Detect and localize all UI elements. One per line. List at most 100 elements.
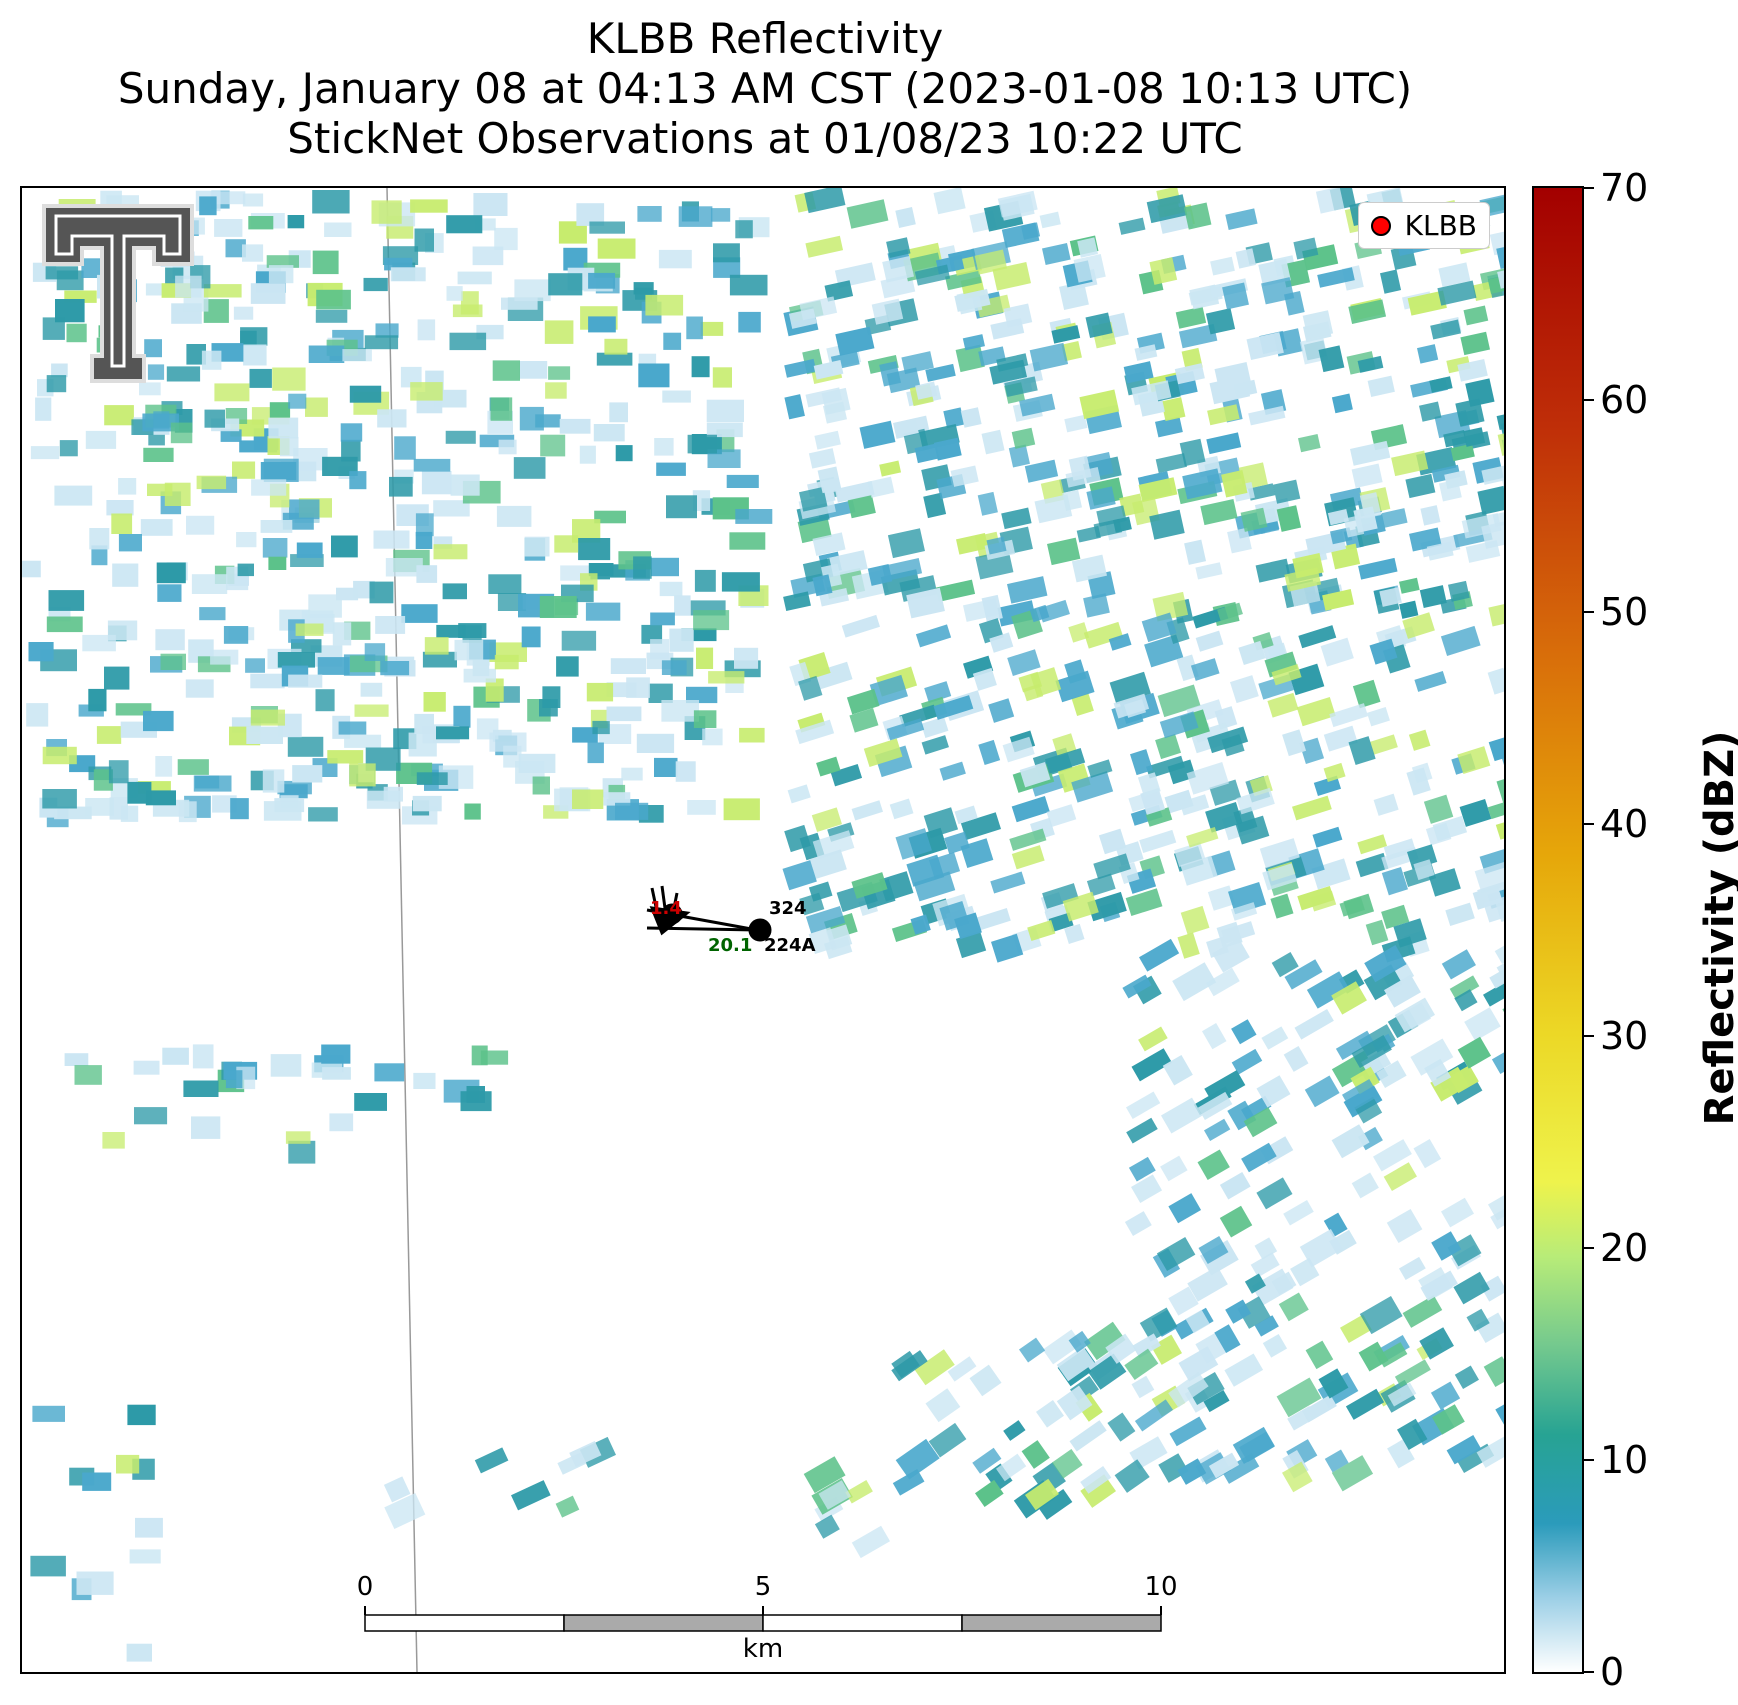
- reflectivity-cell: [524, 536, 550, 557]
- reflectivity-cell: [981, 429, 1005, 455]
- reflectivity-cell: [1132, 1333, 1161, 1358]
- reflectivity-cell: [195, 775, 220, 789]
- reflectivity-cell: [1387, 1439, 1415, 1469]
- reflectivity-cell: [1254, 1315, 1279, 1337]
- reflectivity-cell: [317, 657, 350, 675]
- scale-tick-5: 5: [754, 1572, 772, 1602]
- reflectivity-cell: [1426, 541, 1454, 561]
- reflectivity-cells: [22, 188, 1504, 1662]
- reflectivity-cell: [42, 746, 77, 765]
- reflectivity-cell: [815, 661, 853, 690]
- reflectivity-cell: [1359, 1296, 1403, 1335]
- reflectivity-cell: [191, 1116, 221, 1139]
- reflectivity-cell: [1168, 1193, 1202, 1224]
- reflectivity-cell: [808, 927, 837, 955]
- reflectivity-cell: [1475, 1312, 1504, 1344]
- reflectivity-cell: [248, 216, 274, 230]
- reflectivity-cell: [636, 733, 675, 753]
- reflectivity-cell: [943, 407, 965, 429]
- reflectivity-cell: [371, 200, 402, 224]
- reflectivity-cell: [1358, 1341, 1389, 1372]
- reflectivity-cell: [867, 564, 893, 586]
- reflectivity-cell: [1466, 1308, 1490, 1332]
- reflectivity-cell: [157, 584, 182, 602]
- reflectivity-cell: [895, 1438, 940, 1480]
- reflectivity-cell: [277, 780, 312, 795]
- colorbar-tick-label: 70: [1600, 166, 1649, 210]
- reflectivity-cell: [996, 1453, 1027, 1482]
- reflectivity-cell: [315, 309, 348, 323]
- reflectivity-cell: [621, 767, 643, 781]
- reflectivity-cell: [1495, 819, 1504, 840]
- reflectivity-cell: [1406, 767, 1431, 796]
- reflectivity-cell: [91, 545, 108, 566]
- reflectivity-cell: [1200, 498, 1238, 526]
- reflectivity-cell: [464, 803, 481, 820]
- reflectivity-cell: [1205, 308, 1236, 335]
- reflectivity-cell: [1367, 375, 1395, 398]
- reflectivity-cell: [1083, 621, 1124, 649]
- reflectivity-cell: [879, 361, 901, 387]
- reflectivity-cell: [85, 798, 114, 816]
- reflectivity-cell: [1233, 379, 1258, 398]
- reflectivity-cell: [814, 1514, 840, 1539]
- reflectivity-cell: [1003, 303, 1033, 328]
- reflectivity-cell: [805, 235, 844, 258]
- reflectivity-cell: [460, 291, 479, 315]
- reflectivity-cell: [48, 590, 85, 611]
- reflectivity-cell: [954, 288, 991, 312]
- reflectivity-cell: [921, 735, 949, 755]
- reflectivity-cell: [799, 486, 828, 512]
- reflectivity-cell: [59, 440, 78, 457]
- reflectivity-cell: [947, 1356, 977, 1382]
- reflectivity-cell: [1383, 1162, 1417, 1191]
- reflectivity-cell: [1487, 667, 1504, 695]
- reflectivity-cell: [116, 1454, 140, 1474]
- reflectivity-cell: [1238, 462, 1268, 490]
- reflectivity-cell: [344, 734, 382, 748]
- reflectivity-cell: [170, 422, 193, 444]
- reflectivity-cell: [133, 1060, 160, 1075]
- reflectivity-cell: [272, 367, 306, 391]
- reflectivity-cell: [933, 437, 962, 461]
- reflectivity-cell: [985, 1463, 1013, 1492]
- reflectivity-cell: [458, 623, 487, 638]
- reflectivity-cell: [889, 798, 914, 820]
- reflectivity-cell: [1248, 405, 1286, 426]
- reflectivity-cell: [383, 1476, 411, 1503]
- reflectivity-cell: [1230, 902, 1258, 921]
- reflectivity-cell: [729, 532, 766, 550]
- chart-title: KLBB Reflectivity: [586, 14, 944, 63]
- reflectivity-cell: [1004, 376, 1038, 398]
- reflectivity-cell: [1256, 1177, 1293, 1210]
- chart-subtitle-obs: StickNet Observations at 01/08/23 10:22 …: [287, 114, 1243, 163]
- reflectivity-cell: [1212, 938, 1250, 973]
- reflectivity-cell: [1008, 444, 1030, 468]
- reflectivity-cell: [445, 430, 476, 444]
- reflectivity-cell: [945, 269, 982, 291]
- reflectivity-cell: [210, 649, 239, 665]
- reflectivity-cell: [1317, 267, 1355, 288]
- radar-map[interactable]: KLBB 1.4 324 20.1 224A 0 5 10 km: [20, 186, 1506, 1674]
- reflectivity-cell: [956, 532, 989, 555]
- reflectivity-cell: [1179, 794, 1210, 816]
- reflectivity-cell: [1312, 826, 1343, 848]
- reflectivity-cell: [250, 673, 285, 689]
- reflectivity-cell: [1430, 319, 1461, 340]
- reflectivity-cell: [474, 1447, 509, 1474]
- reflectivity-cell: [513, 457, 546, 479]
- reflectivity-cell: [1011, 845, 1045, 870]
- station-id-324: 324: [769, 898, 807, 919]
- reflectivity-cell: [1186, 761, 1229, 795]
- reflectivity-cell: [960, 838, 994, 869]
- reflectivity-cell: [1087, 759, 1113, 778]
- reflectivity-cell: [1299, 1228, 1343, 1268]
- colorbar-tick-mark: [1582, 1247, 1594, 1249]
- reflectivity-cell: [939, 761, 966, 781]
- reflectivity-cell: [1145, 807, 1173, 827]
- reflectivity-cell: [1331, 1124, 1370, 1159]
- reflectivity-cell: [260, 520, 293, 533]
- reflectivity-cell: [349, 385, 382, 403]
- reflectivity-cell: [246, 726, 283, 744]
- reflectivity-cell: [710, 208, 731, 222]
